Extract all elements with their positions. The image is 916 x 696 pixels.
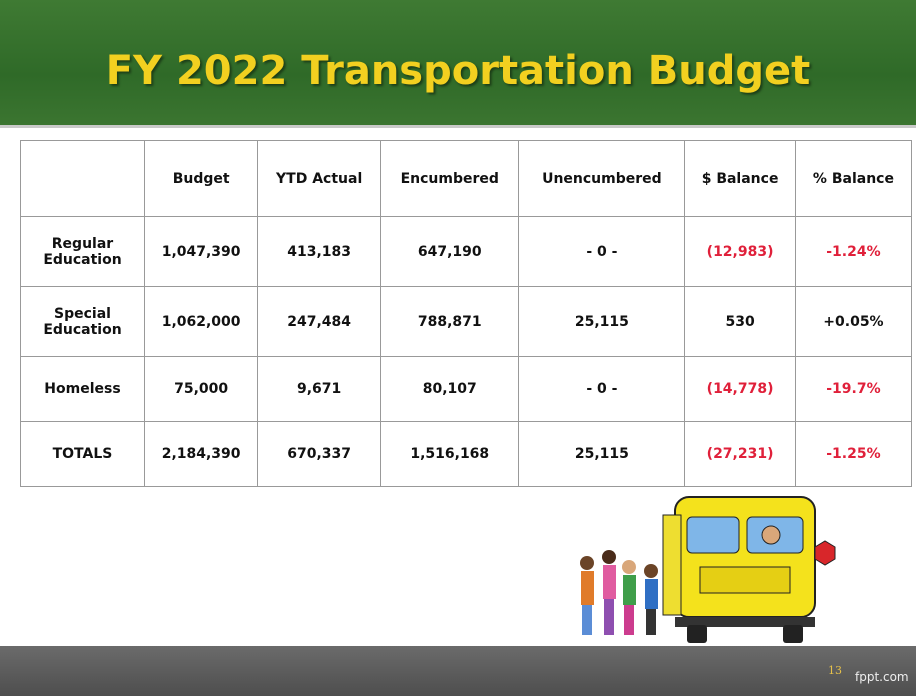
cell: - 0 -: [518, 216, 686, 287]
cell: 247,484: [257, 286, 382, 357]
title: FY 2022 Transportation Budget: [105, 48, 811, 94]
col-header: Unencumbered: [518, 140, 686, 217]
cell: 2,184,390: [143, 421, 259, 487]
cell: 788,871: [380, 286, 520, 357]
cell: 647,190: [380, 216, 520, 287]
cell: 1,062,000: [143, 286, 259, 357]
cell: - 0 -: [518, 356, 686, 422]
col-header: % Balance: [794, 140, 913, 217]
cell: (12,983): [684, 216, 796, 287]
budget-table: Budget YTD Actual Encumbered Unencumbere…: [20, 140, 913, 487]
row: Special Education 1,062,000 247,484 788,…: [20, 286, 913, 357]
cell: -1.24%: [794, 216, 913, 287]
cell: -1.25%: [794, 421, 913, 487]
cell: 1,516,168: [380, 421, 520, 487]
cell: -19.7%: [794, 356, 913, 422]
col-header: YTD Actual: [257, 140, 382, 217]
cell: 670,337: [257, 421, 382, 487]
header-row: Budget YTD Actual Encumbered Unencumbere…: [20, 140, 913, 217]
cell: 9,671: [257, 356, 382, 422]
corner-cell: [20, 140, 145, 217]
cell: 413,183: [257, 216, 382, 287]
row-label: Special Education: [20, 286, 145, 357]
col-header: Budget: [143, 140, 259, 217]
cell: 25,115: [518, 421, 686, 487]
row: Homeless 75,000 9,671 80,107 - 0 - (14,7…: [20, 356, 913, 422]
cell: 25,115: [518, 286, 686, 357]
header-band: [0, 0, 916, 128]
bus-illustration: [580, 496, 836, 643]
footer-band: [0, 646, 916, 696]
cell: 530: [684, 286, 796, 357]
cell: (27,231): [684, 421, 796, 487]
cell: 1,047,390: [143, 216, 259, 287]
page-number: 13: [828, 664, 842, 677]
row: Regular Education 1,047,390 413,183 647,…: [20, 216, 913, 287]
cell: 80,107: [380, 356, 520, 422]
cell: (14,778): [684, 356, 796, 422]
cell: 75,000: [143, 356, 259, 422]
row-label: Regular Education: [20, 216, 145, 287]
col-header: Encumbered: [380, 140, 520, 217]
cell: +0.05%: [794, 286, 913, 357]
row-label: Homeless: [20, 356, 145, 422]
footer-site: fppt.com: [855, 670, 909, 684]
col-header: $ Balance: [684, 140, 796, 217]
totals-row: TOTALS 2,184,390 670,337 1,516,168 25,11…: [20, 421, 913, 487]
row-label: TOTALS: [20, 421, 145, 487]
